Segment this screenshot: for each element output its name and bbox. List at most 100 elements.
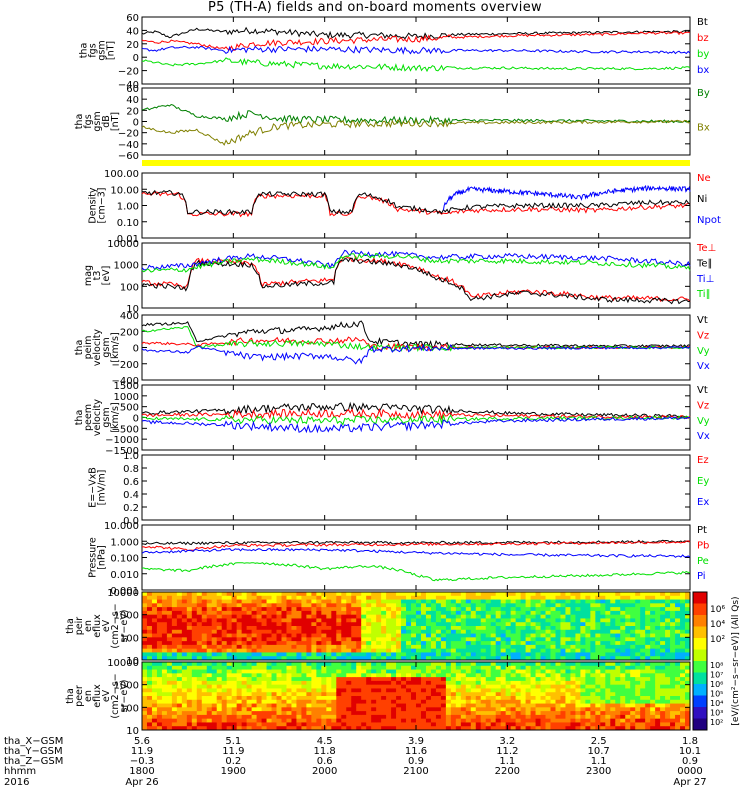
y-tick-label: 10 (126, 726, 139, 737)
panel-peer-spectrogram: 10000 1000 100 10 thapeerenefluxeV(cm2−s−sr−… (65, 658, 691, 737)
footer-y-gsm: 11.6 (405, 746, 427, 757)
colorbar-frame (692, 591, 708, 731)
y-tick-label: 1000 (114, 611, 139, 622)
y-tick-label: 10000 (107, 658, 139, 669)
y-tick-label: 0 (133, 118, 139, 129)
y-tick-label: 0.01 (117, 234, 139, 245)
footer-x-gsm: 3.2 (499, 736, 515, 747)
y-tick-label: 40 (126, 95, 139, 106)
colorbar-swatch (693, 615, 707, 627)
legend-entry: Bx (697, 123, 710, 134)
legend-entry: Ey (697, 476, 709, 487)
y-axis-label: gsm (101, 337, 112, 357)
y-axis-label: gsm (101, 407, 112, 427)
series-Ti⊥ (141, 249, 691, 271)
y-tick-label: 400 (120, 311, 139, 322)
y-axis-label: en (83, 620, 94, 632)
y-tick-label: 20 (126, 40, 139, 51)
legend-entry: Ti∥ (696, 289, 711, 300)
y-axis-label: mag (83, 265, 94, 286)
series-Pe (141, 562, 690, 582)
footer-y-gsm: 10.7 (588, 746, 610, 757)
footer-date: Apr 26 (125, 777, 158, 788)
y-axis-label: eV (101, 619, 112, 632)
y-axis-label: fgs (83, 114, 94, 128)
legend-entry: Pb (697, 540, 709, 551)
y-axis-label: tha (79, 43, 90, 59)
y-axis-label: [km/s] (110, 402, 121, 432)
y-tick-label: 1500 (114, 381, 139, 392)
y-tick-label: 0.010 (110, 570, 139, 581)
y-axis-label: tha (74, 114, 85, 130)
colorbar-tick-label: 10⁶ (710, 605, 725, 615)
y-axis-label: eV (101, 689, 112, 702)
footer-row-label: tha_X−GSM (4, 736, 63, 747)
y-tick-label: 0 (133, 414, 139, 425)
panel-frame (141, 524, 691, 591)
y-tick-label: 1000 (114, 392, 139, 403)
y-axis-label: t3 (92, 271, 103, 281)
footer-y-gsm: 11.8 (314, 746, 336, 757)
colorbar-tick-label: 10⁵ (710, 690, 723, 699)
footer-y-gsm: 10.1 (679, 746, 701, 757)
legend-entry: Vx (697, 361, 710, 372)
y-tick-label: 0.4 (123, 490, 139, 501)
y-tick-label: 0.6 (123, 477, 139, 488)
footer-y-gsm: 11.9 (222, 746, 244, 757)
series-By (141, 103, 691, 126)
colorbar-tick-label: 10² (710, 718, 723, 727)
legend-entry: Vt (697, 315, 708, 326)
y-tick-label: −1500 (105, 446, 139, 457)
legend-entry: Pt (697, 525, 707, 536)
footer-hhmm: 2200 (495, 766, 520, 777)
panel-frame (141, 16, 691, 85)
footer-z-gsm: −0.3 (130, 756, 154, 767)
colorbar-swatch (693, 695, 707, 708)
footer-y-gsm: 11.9 (131, 746, 153, 757)
legend-entry: Vx (697, 431, 710, 442)
y-tick-label: 0.10 (117, 218, 139, 229)
legend-entry: Vz (697, 330, 709, 341)
y-axis-label: [nT] (110, 112, 121, 131)
footer-row-label: hhmm (4, 766, 36, 777)
y-tick-label: 0.2 (123, 503, 139, 514)
y-axis-label: fgs (88, 43, 99, 57)
y-tick-label: 500 (120, 403, 139, 414)
footer-z-gsm: 0.9 (408, 756, 424, 767)
series-Pi (141, 547, 691, 558)
legend-entry: Bt (697, 17, 708, 28)
series-Vx (141, 416, 691, 434)
y-tick-label: −200 (112, 360, 139, 371)
panel-frame (141, 172, 691, 239)
series-Ti∥ (141, 253, 691, 273)
y-tick-label: 60 (126, 13, 139, 24)
y-tick-label: 0.0 (123, 516, 139, 527)
series-Vz (141, 336, 691, 352)
y-axis-label: [nPa] (97, 545, 108, 570)
y-axis-label: sr−eV) (119, 680, 130, 713)
panel-density: 100.00 10.00 1.00 0.10 0.01 Density[cm−3] Ne Ni… (88, 169, 721, 245)
footer-date: Apr 27 (673, 777, 706, 788)
y-axis-label: eflux (92, 684, 103, 708)
y-tick-label: 20 (126, 106, 139, 117)
y-tick-label: −400 (112, 376, 139, 387)
y-tick-label: 0 (133, 53, 139, 64)
y-tick-label: 0.001 (110, 586, 139, 597)
legend-entry: Ne (697, 173, 711, 184)
y-axis-label: [km/s] (110, 332, 121, 362)
panel-efield: 1.0 0.8 0.6 0.4 0.2 0.0 E=−VxB[mV/m] Ez Ey Ex (88, 451, 710, 527)
footer-hhmm: 2300 (586, 766, 611, 777)
footer-hhmm: 1800 (129, 766, 154, 777)
y-axis-label: gsm (97, 40, 108, 60)
y-tick-label: 1.0 (123, 451, 139, 462)
legend-entry: Vy (697, 346, 710, 357)
colorbar-swatch (693, 592, 707, 604)
y-tick-label: 200 (120, 327, 139, 338)
y-tick-label: −40 (118, 140, 139, 151)
y-axis-label: gsm (92, 111, 103, 131)
footer-x-gsm: 2.5 (591, 736, 607, 747)
footer-row-label: tha_Z−GSM (4, 756, 63, 767)
